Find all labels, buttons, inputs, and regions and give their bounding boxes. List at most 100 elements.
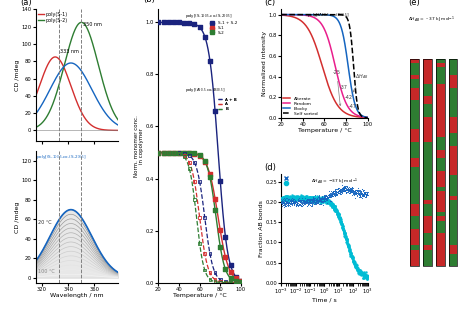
- from homopolymers: [278, 198, 285, 203]
- from homopolymers: [357, 270, 365, 275]
- Point: [196, 179, 203, 184]
- from monomers: [322, 196, 329, 201]
- from homopolymers: [336, 214, 343, 219]
- from homopolymers: [333, 208, 340, 213]
- from monomers: [362, 192, 369, 197]
- from homopolymers: [295, 195, 303, 200]
- from monomers: [283, 199, 290, 204]
- from homopolymers: [325, 200, 333, 205]
- from homopolymers: [323, 198, 330, 203]
- from homopolymers: [313, 196, 320, 201]
- from monomers: [351, 190, 358, 195]
- from homopolymers: [342, 236, 350, 241]
- from monomers: [339, 186, 346, 191]
- from monomers: [292, 201, 300, 206]
- from homopolymers: [283, 194, 290, 199]
- from monomers: [343, 185, 351, 190]
- Bar: [410, 88, 419, 92]
- from homopolymers: [324, 198, 331, 203]
- from homopolymers: [296, 197, 303, 202]
- from homopolymers: [359, 275, 367, 280]
- from homopolymers: [286, 197, 294, 202]
- Bar: [449, 250, 457, 254]
- from monomers: [326, 191, 333, 196]
- from homopolymers: [324, 199, 331, 204]
- from monomers: [296, 200, 304, 205]
- from monomers: [356, 193, 364, 198]
- from monomers: [345, 189, 353, 194]
- from homopolymers: [324, 198, 332, 203]
- from monomers: [343, 186, 350, 191]
- from homopolymers: [322, 199, 330, 204]
- from homopolymers: [316, 199, 323, 204]
- from homopolymers: [354, 268, 362, 273]
- from homopolymers: [362, 273, 369, 278]
- Self sorted: [341, 13, 346, 17]
- from monomers: [355, 191, 363, 196]
- from monomers: [362, 193, 369, 198]
- from monomers: [291, 198, 299, 203]
- from monomers: [316, 196, 324, 201]
- from monomers: [356, 191, 364, 196]
- from monomers: [345, 186, 353, 191]
- from monomers: [333, 191, 341, 196]
- from monomers: [290, 202, 297, 207]
- from homopolymers: [328, 201, 335, 206]
- Bar: [449, 63, 457, 67]
- from monomers: [315, 199, 323, 204]
- Bar: [410, 125, 419, 129]
- from monomers: [336, 190, 343, 195]
- Point: [181, 153, 188, 158]
- from homopolymers: [356, 271, 363, 276]
- from homopolymers: [281, 197, 288, 202]
- from homopolymers: [307, 196, 315, 201]
- Bar: [423, 117, 431, 121]
- from homopolymers: [311, 196, 319, 201]
- Point: [170, 150, 178, 155]
- from monomers: [305, 197, 312, 202]
- from monomers: [307, 200, 315, 205]
- from homopolymers: [332, 208, 340, 213]
- Point: [160, 20, 167, 25]
- from monomers: [359, 188, 367, 193]
- from monomers: [307, 200, 315, 205]
- from monomers: [322, 193, 329, 198]
- from monomers: [359, 191, 366, 196]
- from homopolymers: [335, 212, 343, 217]
- from monomers: [349, 188, 357, 193]
- from monomers: [336, 189, 343, 194]
- from homopolymers: [329, 202, 337, 207]
- from homopolymers: [300, 197, 308, 202]
- Bar: [410, 179, 419, 183]
- from homopolymers: [284, 195, 292, 200]
- from homopolymers: [300, 197, 307, 202]
- Bar: [423, 96, 431, 100]
- from monomers: [306, 199, 314, 204]
- from homopolymers: [283, 198, 291, 203]
- from homopolymers: [279, 197, 287, 202]
- from homopolymers: [314, 196, 321, 201]
- from monomers: [345, 186, 352, 191]
- from monomers: [352, 192, 360, 197]
- from monomers: [304, 200, 312, 205]
- from homopolymers: [323, 198, 330, 203]
- from monomers: [363, 192, 371, 197]
- from homopolymers: [341, 230, 348, 235]
- Bar: [436, 158, 445, 162]
- from homopolymers: [284, 196, 292, 201]
- from monomers: [293, 200, 301, 205]
- from homopolymers: [338, 222, 346, 227]
- Bar: [423, 225, 431, 229]
- Bar: [410, 212, 419, 216]
- from monomers: [340, 188, 348, 193]
- from monomers: [325, 195, 332, 200]
- Bar: [423, 150, 431, 154]
- from homopolymers: [305, 197, 312, 202]
- from homopolymers: [331, 205, 338, 210]
- from homopolymers: [299, 196, 306, 201]
- from monomers: [309, 199, 317, 204]
- from homopolymers: [363, 273, 371, 278]
- from homopolymers: [300, 194, 307, 199]
- from homopolymers: [301, 197, 308, 202]
- from homopolymers: [305, 195, 312, 200]
